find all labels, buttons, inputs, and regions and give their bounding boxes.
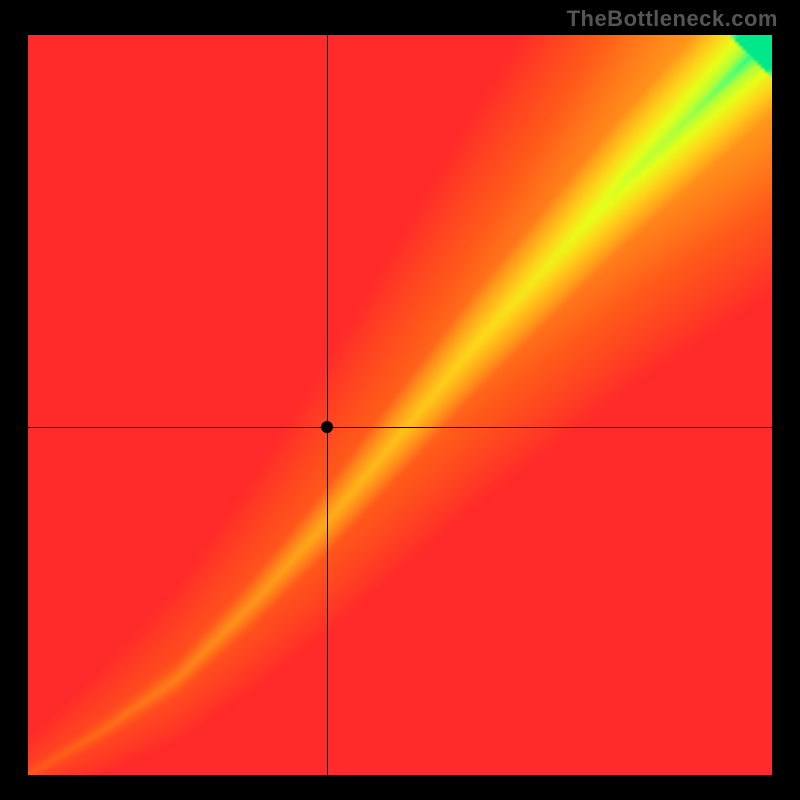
- crosshair-horizontal: [28, 427, 772, 428]
- watermark-text: TheBottleneck.com: [567, 6, 778, 32]
- bottleneck-heatmap: [28, 35, 772, 775]
- chart-container: TheBottleneck.com: [0, 0, 800, 800]
- crosshair-vertical: [327, 35, 328, 775]
